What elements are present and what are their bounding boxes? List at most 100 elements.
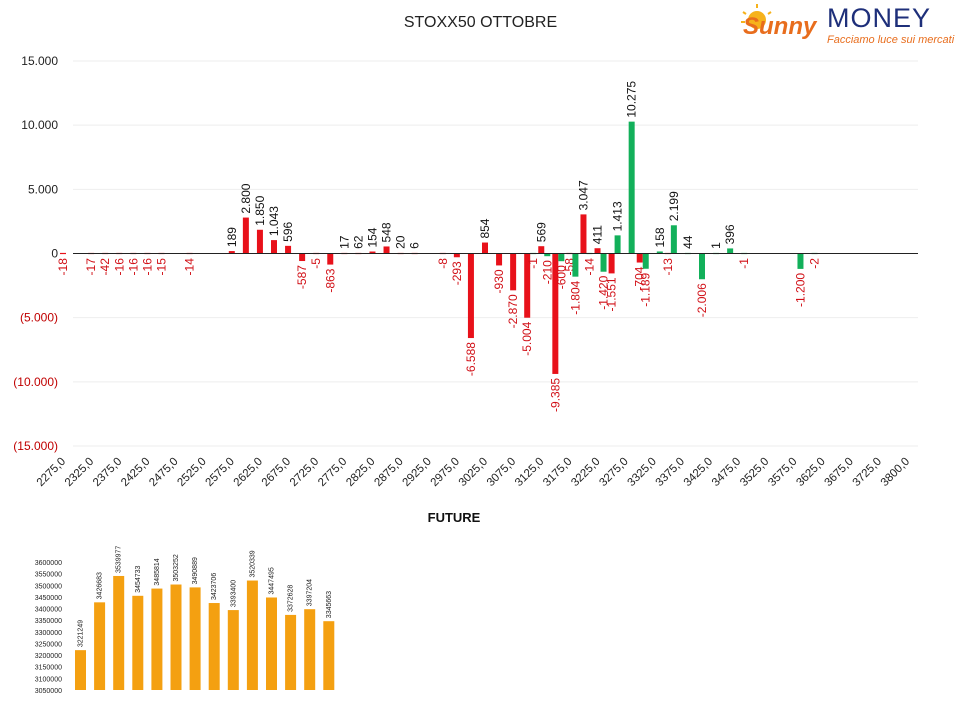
future-y-tick-label: 3300000 (35, 630, 62, 637)
bar-data-label: -863 (323, 268, 337, 292)
x-tick-label: 3125,0 (513, 456, 546, 489)
bar-data-label: -930 (492, 269, 506, 293)
bar-data-label: 10.275 (625, 81, 639, 118)
bar-data-label: -1.804 (568, 280, 582, 314)
future-bar (227, 610, 239, 690)
x-tick-label: 2375,0 (91, 456, 124, 489)
call-bar (614, 235, 621, 254)
future-bar-label: 3503252 (173, 554, 180, 581)
bar-data-label: 548 (380, 222, 394, 242)
future-bar (266, 597, 277, 690)
x-tick-label: 3375,0 (654, 456, 687, 489)
put-bar (299, 253, 306, 262)
x-tick-label: 2475,0 (147, 456, 180, 489)
future-y-tick-label: 3450000 (35, 595, 62, 602)
bar-data-label: 596 (281, 222, 295, 242)
x-tick-label: 2625,0 (232, 456, 265, 489)
y-tick-label: 0 (51, 247, 58, 261)
bar-data-label: -293 (450, 261, 464, 285)
future-bar (94, 602, 106, 690)
chart-title: STOXX50 OTTOBRE (403, 14, 558, 31)
call-bar (572, 253, 579, 277)
future-bar-label: 3447495 (269, 567, 276, 594)
bar-data-label: -704 (633, 266, 647, 290)
call-bar (797, 253, 804, 269)
bar-data-label: -1 (526, 258, 540, 269)
future-bar-label: 3397204 (307, 579, 314, 606)
x-tick-label: 3025,0 (457, 456, 490, 489)
put-bar (327, 253, 334, 265)
x-tick-label: 3325,0 (626, 456, 659, 489)
future-y-tick-label: 3100000 (35, 676, 62, 683)
bar-data-label: 411 (591, 225, 605, 244)
future-bar (132, 595, 144, 690)
call-bar (642, 253, 649, 269)
y-tick-label: 5.000 (28, 182, 58, 196)
future-bar (246, 580, 258, 690)
sunny-money-logo: Sunny MONEY Facciamo luce sui mercati (741, 3, 955, 46)
bar-data-label: -5.004 (520, 321, 534, 355)
x-tick-label: 2325,0 (63, 456, 96, 489)
y-tick-label: (15.000) (13, 439, 58, 453)
bar-data-label: 1 (709, 242, 723, 249)
bar-data-label: 1.043 (267, 206, 281, 236)
call-bar (544, 253, 551, 257)
future-y-tick-label: 3150000 (35, 665, 62, 672)
bar-data-label: 1.413 (611, 201, 625, 231)
future-bar-label: 3539977 (116, 546, 123, 573)
future-bar-label: 3221249 (78, 620, 85, 647)
future-bar (75, 650, 86, 690)
logo-tagline: Facciamo luce sui mercati (827, 34, 955, 46)
x-tick-label: 3075,0 (485, 456, 518, 489)
put-bar (369, 251, 376, 254)
future-bar (208, 603, 220, 690)
future-bar-label: 3485814 (154, 558, 161, 585)
put-bar (524, 253, 531, 318)
bar-data-label: -2.870 (506, 294, 520, 328)
bar-data-label: 6 (408, 242, 422, 249)
bar-data-label: 396 (723, 224, 737, 244)
bar-data-label: -18 (56, 258, 70, 276)
put-bar (482, 242, 488, 254)
put-bar (228, 251, 235, 254)
bar-data-label: -14 (582, 258, 596, 276)
bar-data-label: -9.385 (548, 378, 562, 412)
bar-data-label: -13 (661, 258, 675, 276)
put-bar (594, 248, 601, 254)
put-bar (538, 246, 545, 254)
bar-data-label: -2.006 (695, 283, 709, 317)
bar-data-label: 189 (225, 227, 239, 247)
bar-data-label: 3.047 (576, 180, 590, 210)
bar-data-label: -2 (808, 258, 822, 269)
bar-data-label: -6.588 (464, 342, 478, 376)
future-y-tick-label: 3350000 (35, 618, 62, 625)
x-tick-label: 2825,0 (344, 456, 377, 489)
x-tick-label: 3575,0 (766, 456, 799, 489)
x-tick-label: 2775,0 (316, 456, 349, 489)
x-tick-label: 3525,0 (738, 456, 771, 489)
y-tick-label: 10.000 (21, 118, 58, 132)
future-y-tick-label: 3500000 (35, 583, 62, 590)
x-tick-label: 2725,0 (288, 456, 321, 489)
future-y-tick-label: 3250000 (35, 641, 62, 648)
call-bar (600, 253, 607, 272)
x-tick-label: 3175,0 (541, 456, 574, 489)
bar-data-label: -1.420 (597, 275, 611, 309)
call-bar (670, 225, 677, 254)
x-tick-label: 3800,0 (879, 456, 912, 489)
x-tick-label: 3475,0 (710, 456, 743, 489)
x-tick-label: 3625,0 (794, 456, 827, 489)
bar-data-label: 2.800 (239, 183, 253, 213)
bar-data-label: -600 (554, 265, 568, 289)
x-tick-label: 2425,0 (119, 456, 152, 489)
call-bar (699, 253, 705, 280)
bar-data-label: 154 (365, 227, 379, 247)
x-tick-label: 2975,0 (429, 456, 462, 489)
bar-data-label: 1.850 (253, 195, 267, 225)
call-bar (558, 253, 565, 262)
bar-data-label: 854 (478, 218, 492, 238)
bar-data-label: 569 (534, 222, 548, 242)
bar-data-label: 20 (394, 235, 408, 249)
bar-data-label: -210 (540, 260, 554, 284)
put-bar (467, 253, 474, 339)
